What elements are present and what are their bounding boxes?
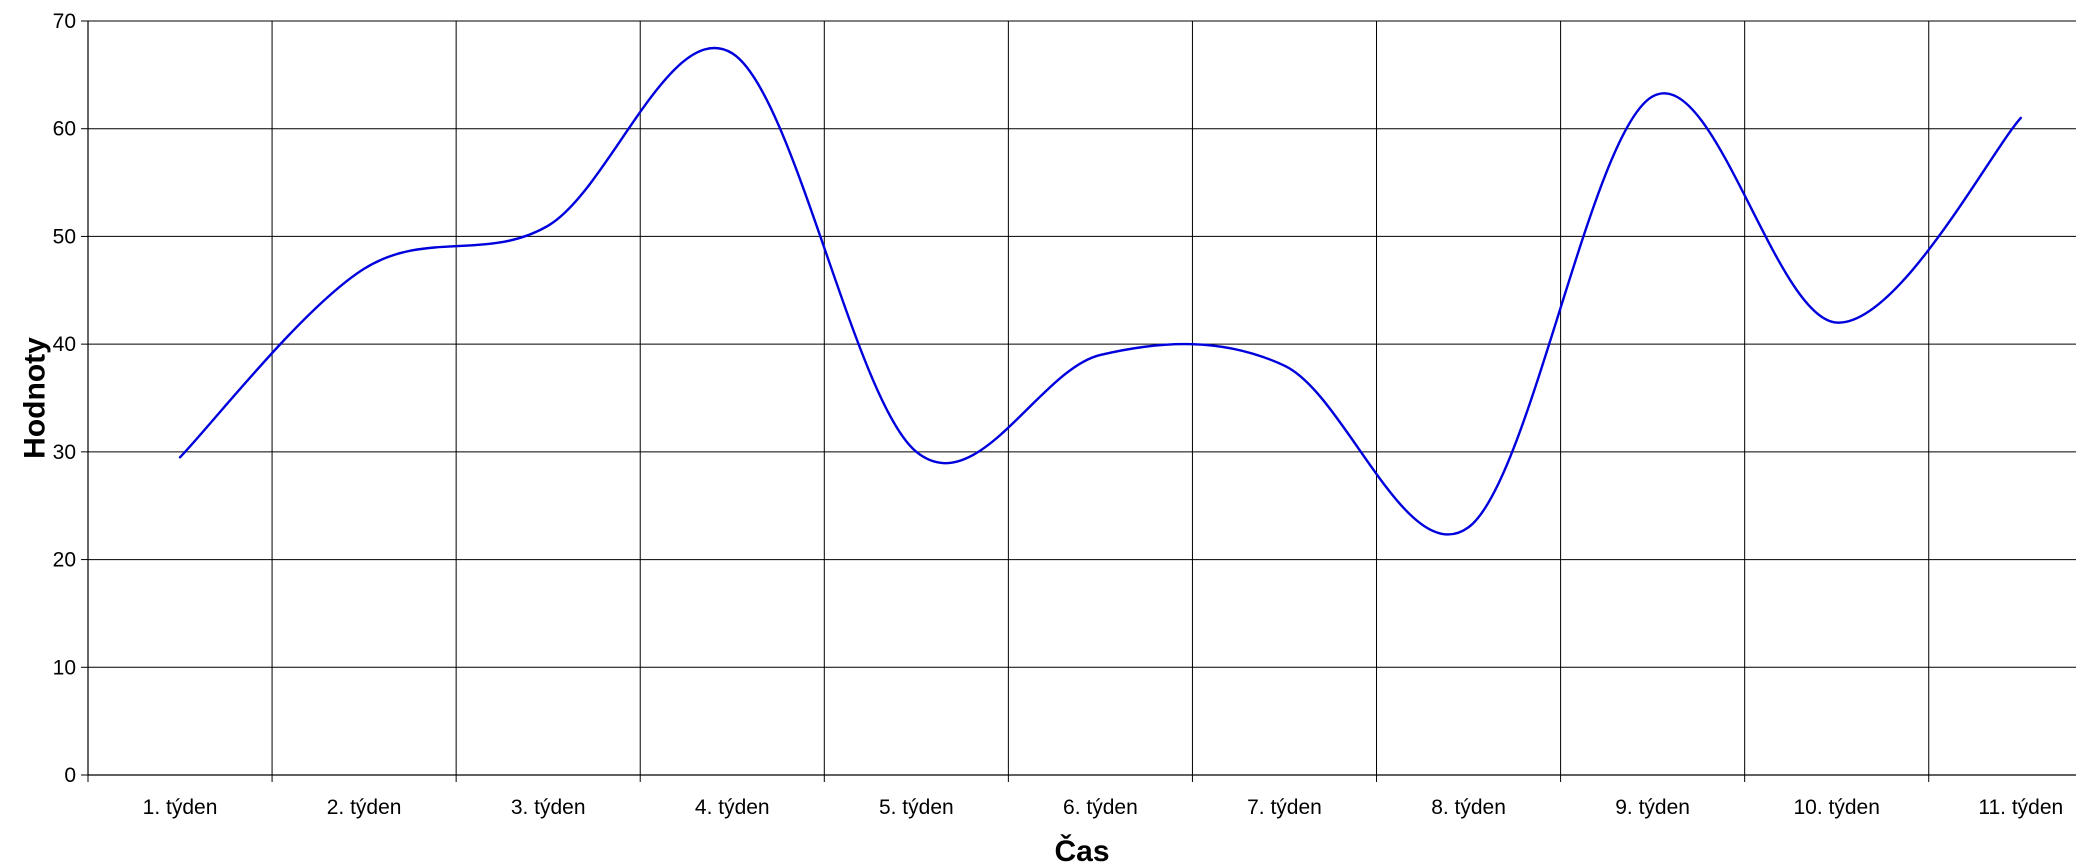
x-tick-label: 8. týden: [1431, 796, 1506, 819]
x-tick-label: 10. týden: [1794, 796, 1880, 819]
horizontal-gridlines: [88, 20, 2076, 668]
y-tick-label: 60: [53, 118, 76, 141]
x-tick-label: 2. týden: [327, 796, 402, 819]
y-tick-label: 0: [64, 764, 76, 787]
x-tick-label: 1. týden: [143, 796, 218, 819]
x-tick-label: 6. týden: [1063, 796, 1138, 819]
y-tick-label: 50: [53, 225, 76, 248]
x-tick-label: 11. týden: [1978, 796, 2063, 819]
axes: [81, 20, 2076, 782]
y-tick-label: 40: [53, 333, 76, 356]
x-axis-tick-labels: 1. týden 2. týden 3. týden 4. týden 5. týden…: [143, 796, 2064, 819]
y-axis-tick-labels: 0 10 20 30 40 50 60 70: [53, 10, 76, 787]
x-tick-label: 3. týden: [511, 796, 586, 819]
x-tick-label: 5. týden: [879, 796, 954, 819]
x-tick-label: 9. týden: [1615, 796, 1690, 819]
y-tick-label: 20: [53, 549, 76, 572]
x-tick-label: 4. týden: [695, 796, 770, 819]
series-line-0: [178, 46, 2022, 536]
y-axis-title: Hodnoty: [19, 337, 52, 459]
series-lines: [178, 46, 2022, 536]
x-tick-label: 7. týden: [1247, 796, 1322, 819]
y-tick-label: 70: [53, 10, 76, 33]
y-tick-label: 30: [53, 441, 76, 464]
vertical-gridlines: [271, 21, 1930, 782]
x-axis-title: Čas: [1054, 834, 1109, 866]
y-tick-label: 10: [53, 656, 76, 679]
